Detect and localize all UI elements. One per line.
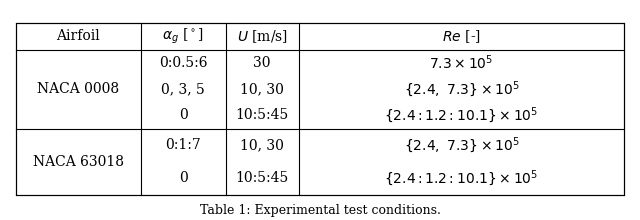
Text: 0, 3, 5: 0, 3, 5	[161, 82, 205, 96]
Bar	[16, 23, 624, 195]
Text: $\{2.4{:}1.2{:}10.1\} \times 10^5$: $\{2.4{:}1.2{:}10.1\} \times 10^5$	[384, 106, 538, 125]
Text: $\mathit{Re}$ [-]: $\mathit{Re}$ [-]	[442, 28, 481, 45]
Text: $U$ [m/s]: $U$ [m/s]	[237, 28, 288, 45]
Text: 0:1:7: 0:1:7	[165, 138, 201, 152]
Text: 0: 0	[179, 171, 188, 185]
Text: 10, 30: 10, 30	[240, 82, 284, 96]
Text: $\{2.4{:}1.2{:}10.1\} \times 10^5$: $\{2.4{:}1.2{:}10.1\} \times 10^5$	[384, 168, 538, 188]
Text: NACA 0008: NACA 0008	[37, 82, 120, 96]
Text: 0:0.5:6: 0:0.5:6	[159, 56, 207, 70]
Text: 10, 30: 10, 30	[240, 138, 284, 152]
Text: $7.3 \times 10^5$: $7.3 \times 10^5$	[429, 53, 493, 72]
Text: $\alpha_g$ [$^\circ$]: $\alpha_g$ [$^\circ$]	[162, 27, 204, 46]
Text: 0: 0	[179, 108, 188, 123]
Text: Table 1: Experimental test conditions.: Table 1: Experimental test conditions.	[200, 204, 440, 217]
Text: Airfoil: Airfoil	[56, 29, 100, 43]
Text: $\{2.4,\ 7.3\} \times 10^5$: $\{2.4,\ 7.3\} \times 10^5$	[404, 79, 519, 99]
Text: $\{2.4,\ 7.3\}\times 10^5$: $\{2.4,\ 7.3\}\times 10^5$	[404, 135, 519, 155]
Text: 30: 30	[253, 56, 271, 70]
Text: 10:5:45: 10:5:45	[236, 171, 289, 185]
Text: 10:5:45: 10:5:45	[236, 108, 289, 123]
Text: NACA 63018: NACA 63018	[33, 155, 124, 169]
